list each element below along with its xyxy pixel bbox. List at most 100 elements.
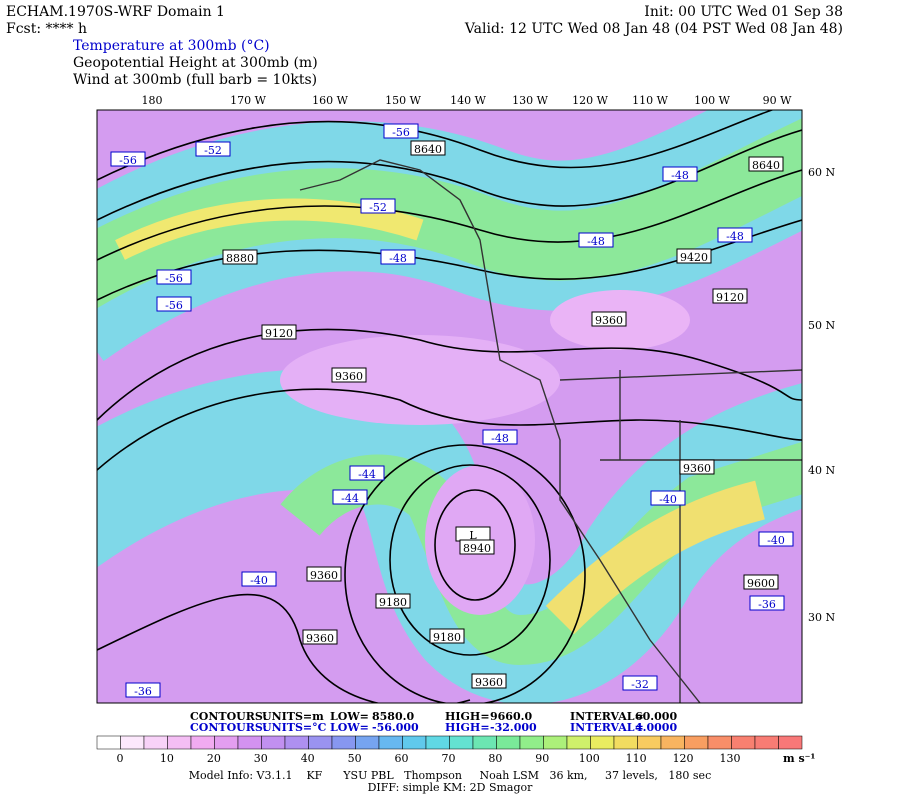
temperature-label: -44: [358, 468, 376, 481]
temperature-label-box: [380, 249, 416, 265]
contour-info: UNITS=m: [262, 710, 324, 723]
latitude-label: 60 N: [808, 166, 835, 179]
colorbar-box: [754, 735, 779, 750]
colorbar-box: [778, 735, 803, 750]
colorbar-box: [684, 735, 709, 750]
colorbar-box: [237, 735, 262, 750]
height-label: 9420: [680, 251, 708, 264]
height-label-box: [748, 156, 784, 172]
height-label: 9360: [310, 569, 338, 582]
temperature-label-box: [110, 151, 146, 167]
colorbar-box: [472, 735, 497, 750]
longitude-label: 130 W: [512, 94, 548, 107]
height-label-box: [331, 367, 367, 383]
colorbar-box: [378, 735, 403, 750]
height-label-box: [222, 249, 258, 265]
temperature-label-box: [650, 490, 686, 506]
contour-info: 8580.0: [372, 710, 414, 723]
contour-info: -56.000: [372, 721, 419, 734]
colorbar-label: 130: [720, 752, 741, 765]
temperature-label: -44: [341, 492, 359, 505]
temperature-label: -56: [119, 154, 137, 167]
contour-info: HIGH=: [445, 721, 490, 734]
temperature-label-box: [349, 465, 385, 481]
latitude-label: 30 N: [808, 611, 835, 624]
temperature-label: -40: [659, 493, 677, 506]
colorbar-box: [190, 735, 215, 750]
height-label: 9600: [747, 577, 775, 590]
temperature-label: -48: [671, 169, 689, 182]
contour-info: HIGH=: [445, 710, 490, 723]
height-label-box: [306, 566, 342, 582]
temperature-label: -56: [392, 126, 410, 139]
colorbar-box: [566, 735, 591, 750]
temperature-label-box: [622, 675, 658, 691]
field-wind: Wind at 300mb (full barb = 10kts): [73, 72, 317, 88]
height-label-box: [261, 324, 297, 340]
longitude-label: 170 W: [230, 94, 266, 107]
longitude-label: 120 W: [572, 94, 608, 107]
colorbar-label: 110: [626, 752, 647, 765]
colorbar-box: [167, 735, 192, 750]
height-label-box: [459, 539, 495, 555]
contour-info: LOW=: [330, 721, 369, 734]
height-label: 9360: [306, 632, 334, 645]
colorbar-box: [660, 735, 685, 750]
model-title: ECHAM.1970S-WRF Domain 1: [6, 4, 225, 20]
colorbar-label: 20: [207, 752, 221, 765]
height-label: 9360: [683, 462, 711, 475]
colorbar-box: [519, 735, 544, 750]
longitude-label: 180: [142, 94, 163, 107]
colorbar-label: 70: [441, 752, 455, 765]
height-label-box: [679, 459, 715, 475]
temperature-label: -32: [631, 678, 649, 691]
height-label: 8640: [414, 143, 442, 156]
height-label: 9180: [379, 596, 407, 609]
colorbar-box: [284, 735, 309, 750]
colorbar-label: 80: [488, 752, 502, 765]
temperature-label: -36: [134, 685, 152, 698]
contour-info: 60.000: [635, 710, 677, 723]
field-temperature: Temperature at 300mb (°C): [73, 38, 270, 54]
temperature-label: -48: [726, 230, 744, 243]
colorbar-box: [543, 735, 568, 750]
temperature-label-box: [578, 232, 614, 248]
longitude-label: 160 W: [312, 94, 348, 107]
colorbar-box: [731, 735, 756, 750]
longitude-label: 90 W: [763, 94, 792, 107]
contour-info: INTERVAL=: [570, 721, 644, 734]
field-height: Geopotential Height at 300mb (m): [73, 55, 318, 71]
colorbar-label: 50: [348, 752, 362, 765]
temperature-label: -52: [369, 201, 387, 214]
height-label-box: [743, 574, 779, 590]
colorbar-label: 10: [160, 752, 174, 765]
forecast-hour: Fcst: **** h: [6, 21, 87, 37]
longitude-label: 150 W: [385, 94, 421, 107]
contour-info: UNITS=°C: [262, 721, 327, 734]
longitude-label: 110 W: [632, 94, 668, 107]
colorbar-label: 90: [535, 752, 549, 765]
temperature-label: -36: [758, 598, 776, 611]
height-label: 9360: [335, 370, 363, 383]
colorbar-box: [425, 735, 450, 750]
contour-info: INTERVAL=: [570, 710, 644, 723]
longitude-label: 140 W: [450, 94, 486, 107]
temperature-label: -48: [389, 252, 407, 265]
init-time: Init: 00 UTC Wed 01 Sep 38: [644, 4, 843, 20]
height-label-box: [410, 140, 446, 156]
footer-text: Model Info: V3.1.1 KF YSU PBL Thompson N…: [189, 769, 711, 782]
colorbar-box: [331, 735, 356, 750]
footer-text: DIFF: simple KM: 2D Smagor: [368, 781, 534, 794]
colorbar-box: [96, 735, 121, 750]
height-label-box: [302, 629, 338, 645]
height-label: 8940: [463, 542, 491, 555]
colorbar-label: 120: [673, 752, 694, 765]
temperature-label: -40: [767, 534, 785, 547]
colorbar-label: 0: [117, 752, 124, 765]
height-label-box: [712, 288, 748, 304]
height-label: 9120: [716, 291, 744, 304]
height-label: 9360: [475, 676, 503, 689]
map-frame: [96, 109, 803, 704]
map: [97, 110, 802, 703]
height-label-box: [676, 248, 712, 264]
